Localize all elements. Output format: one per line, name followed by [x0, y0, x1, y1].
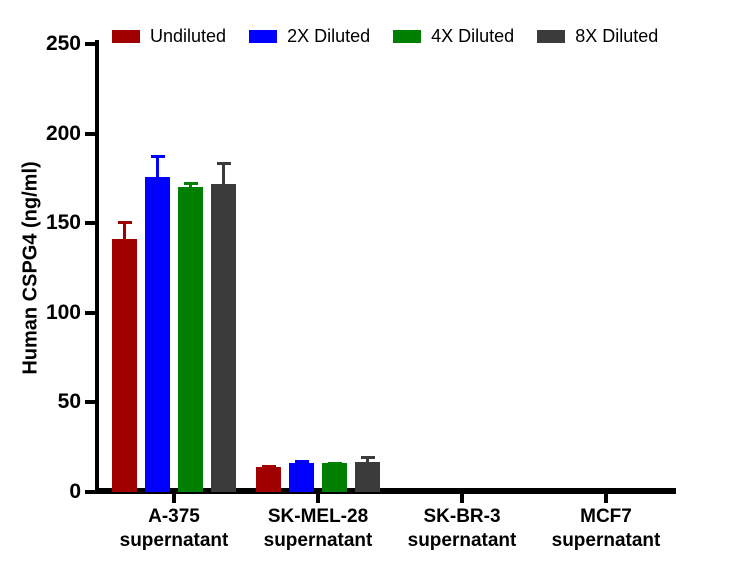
legend-item-2x-diluted: 2X Diluted — [249, 26, 370, 47]
y-tick-mark — [85, 42, 95, 46]
legend-label: Undiluted — [150, 26, 227, 46]
category-label: MCF7 supernatant — [531, 505, 681, 553]
y-axis-line — [95, 40, 99, 494]
error-bar-cap — [261, 465, 276, 469]
legend-swatch — [393, 30, 422, 43]
error-bar-cap — [294, 459, 309, 463]
y-tick-label: 250 — [45, 32, 81, 55]
x-tick-mark — [316, 494, 320, 503]
y-tick-mark — [85, 310, 95, 315]
category-label-line: SK-MEL-28 — [267, 506, 369, 527]
category-label: SK-BR-3 supernatant — [387, 505, 537, 553]
category-label-line: supernatant — [263, 530, 373, 551]
legend-item-8x-diluted: 8X Diluted — [537, 26, 658, 47]
error-bar-stem — [222, 162, 225, 184]
y-tick-mark — [85, 131, 95, 136]
y-tick-label: 100 — [45, 300, 81, 324]
y-tick-mark — [85, 221, 95, 226]
category-label: A-375 supernatant — [99, 505, 249, 553]
bar-4x-diluted — [322, 463, 347, 492]
y-tick-mark — [85, 490, 95, 494]
chart-legend: Undiluted 2X Diluted 4X Diluted 8X Diluted — [112, 26, 658, 47]
x-axis-line — [95, 488, 676, 494]
legend-label: 2X Diluted — [287, 26, 371, 46]
category-label-line: supernatant — [119, 530, 229, 551]
legend-swatch — [249, 30, 278, 43]
legend-item-4x-diluted: 4X Diluted — [393, 26, 514, 47]
bar-2x-diluted — [145, 176, 170, 492]
error-bar-cap — [117, 221, 132, 225]
error-bar-stem — [156, 155, 159, 177]
category-label-line: supernatant — [407, 530, 517, 551]
legend-label: 8X Diluted — [575, 26, 659, 46]
category-label-line: supernatant — [551, 530, 661, 551]
bar-undiluted — [256, 466, 281, 492]
y-tick-label: 150 — [45, 211, 81, 235]
category-label-line: SK-BR-3 — [423, 506, 501, 527]
x-tick-mark — [172, 494, 176, 503]
y-tick-label: 0 — [69, 480, 81, 503]
bar-8x-diluted — [355, 461, 380, 492]
legend-swatch — [537, 30, 566, 43]
legend-label: 4X Diluted — [431, 26, 515, 46]
bar-8x-diluted — [211, 183, 236, 492]
bar-undiluted — [112, 239, 137, 492]
legend-swatch — [112, 30, 140, 43]
y-tick-mark — [85, 400, 95, 405]
y-tick-label: 50 — [57, 390, 81, 414]
y-tick-label: 200 — [45, 121, 81, 145]
bar-2x-diluted — [289, 463, 314, 492]
category-label: SK-MEL-28 supernatant — [243, 505, 393, 553]
legend-item-undiluted: Undiluted — [112, 26, 226, 47]
category-label-line: MCF7 — [580, 506, 632, 527]
bar-4x-diluted — [178, 187, 203, 492]
y-axis-title: Human CSPG4 (ng/ml) — [19, 161, 42, 375]
category-label-line: A-375 — [148, 506, 200, 527]
error-bar-cap — [327, 461, 342, 465]
error-bar-cap — [216, 162, 231, 166]
x-tick-mark — [604, 494, 608, 503]
error-bar-cap — [183, 181, 198, 185]
error-bar-cap — [360, 456, 375, 460]
error-bar-cap — [150, 155, 165, 159]
error-bar-stem — [123, 221, 126, 240]
x-tick-mark — [460, 494, 464, 503]
